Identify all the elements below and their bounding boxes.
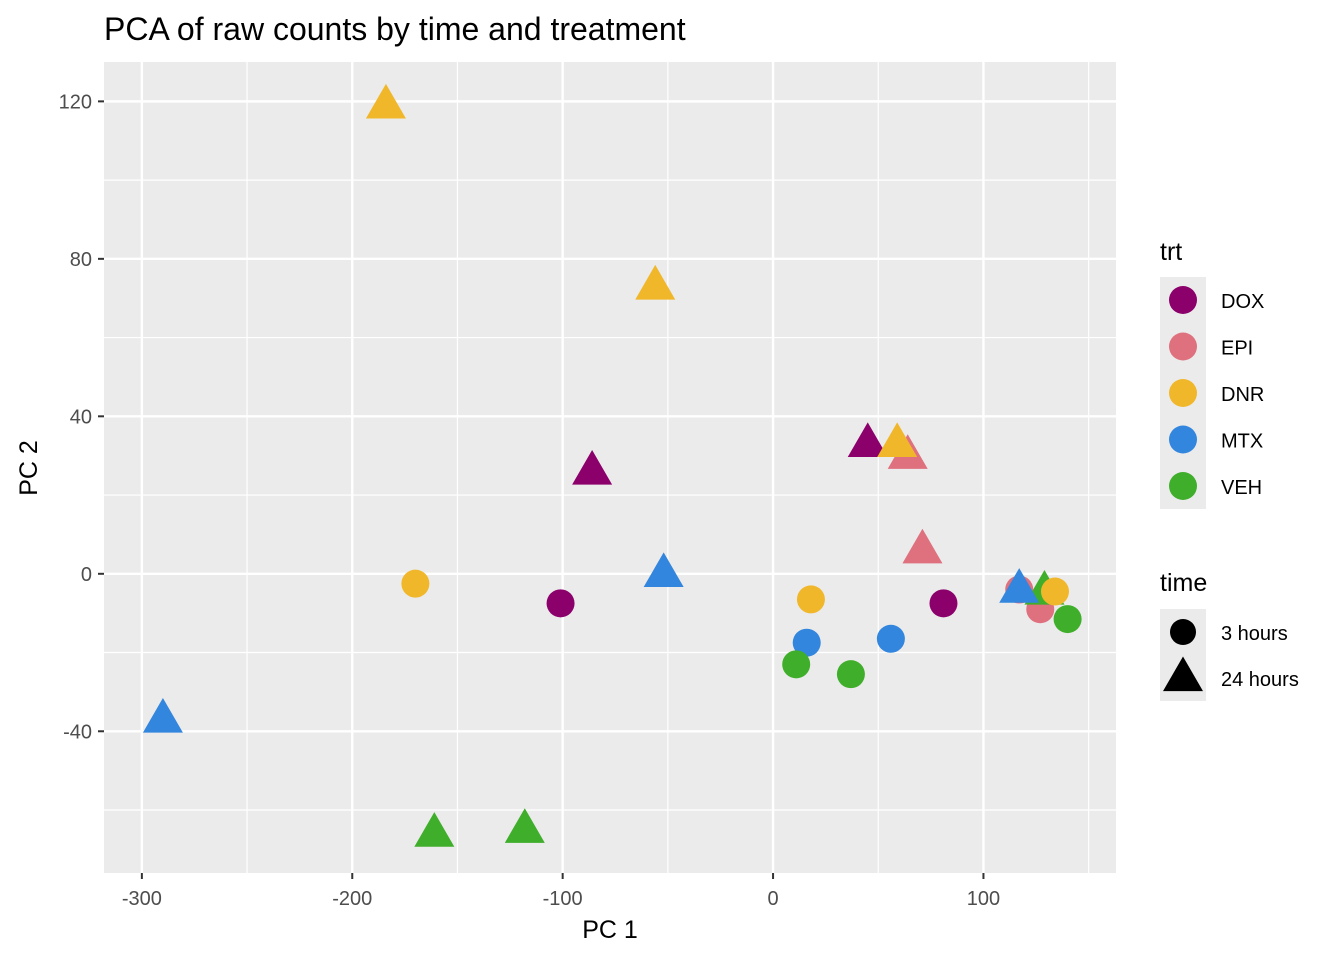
data-point-dox-3h	[546, 589, 575, 618]
axis-ticks	[98, 100, 985, 879]
x-tick-label: 100	[967, 888, 1000, 910]
legend-label-dnr: DNR	[1221, 384, 1264, 406]
minor-gridlines	[104, 62, 1116, 873]
legend-key-3-hours	[1170, 619, 1196, 645]
legend-label-3-hours: 3 hours	[1221, 623, 1288, 645]
y-tick-label: -40	[63, 721, 92, 743]
data-point-veh-24h	[504, 808, 545, 843]
y-tick-label: 0	[81, 564, 92, 586]
y-tick-label: 40	[70, 406, 92, 428]
data-point-dnr-24h	[365, 83, 406, 119]
treatment-legend-title: trt	[1160, 238, 1182, 266]
time-legend: time 3 hours 24 hours	[1160, 569, 1299, 701]
data-point-dox-24h	[572, 449, 613, 485]
data-point-mtx-3h	[876, 624, 905, 653]
major-gridlines	[104, 62, 1116, 873]
x-axis-title: PC 1	[582, 916, 638, 944]
data-point-veh-3h	[1053, 605, 1082, 634]
legend-key-24-hours	[1163, 656, 1203, 692]
data-point-mtx-3h	[792, 628, 821, 657]
legend-key-epi	[1169, 332, 1197, 361]
treatment-legend: trt DOX EPI DNR MTX VEH	[1160, 238, 1264, 509]
data-point-dox-3h	[929, 589, 958, 618]
y-axis-title: PC 2	[15, 440, 43, 496]
data-point-veh-3h	[836, 660, 865, 689]
chart-title: PCA of raw counts by time and treatment	[104, 11, 686, 47]
time-legend-title: time	[1160, 569, 1207, 597]
data-point-dnr-3h	[1040, 577, 1069, 606]
x-tick-label: -300	[122, 888, 162, 910]
y-tick-label: 120	[59, 91, 92, 113]
legend-label-epi: EPI	[1221, 338, 1253, 360]
x-tick-label: 0	[767, 888, 778, 910]
x-tick-label: -100	[543, 888, 583, 910]
data-point-dox-24h	[847, 422, 888, 458]
legend-key-mtx	[1169, 425, 1197, 454]
legend-key-dnr	[1169, 379, 1197, 407]
data-point-epi-24h	[902, 528, 943, 564]
plot-panel	[104, 62, 1116, 873]
legend-label-24-hours: 24 hours	[1221, 669, 1299, 691]
data-point-mtx-24h	[999, 568, 1040, 603]
data-point-mtx-24h	[643, 552, 684, 587]
data-point-veh-24h	[414, 812, 455, 847]
data-points	[142, 83, 1082, 847]
axis-tick-labels: -300 -200 -100 0 100 -40 0 40 80 120	[59, 91, 1001, 910]
legend-key-dox	[1169, 286, 1197, 314]
y-tick-label: 80	[70, 249, 92, 271]
legend-key-veh	[1169, 472, 1197, 500]
legend-label-mtx: MTX	[1221, 431, 1263, 453]
data-point-mtx-24h	[142, 697, 183, 733]
data-point-dnr-3h	[401, 569, 430, 598]
legend-label-dox: DOX	[1221, 291, 1264, 313]
data-point-dnr-24h	[635, 264, 676, 300]
legend-label-veh: VEH	[1221, 477, 1262, 499]
data-point-dnr-3h	[796, 585, 825, 614]
x-tick-label: -200	[332, 888, 372, 910]
data-point-veh-3h	[782, 650, 811, 679]
data-point-dnr-24h	[877, 422, 918, 458]
